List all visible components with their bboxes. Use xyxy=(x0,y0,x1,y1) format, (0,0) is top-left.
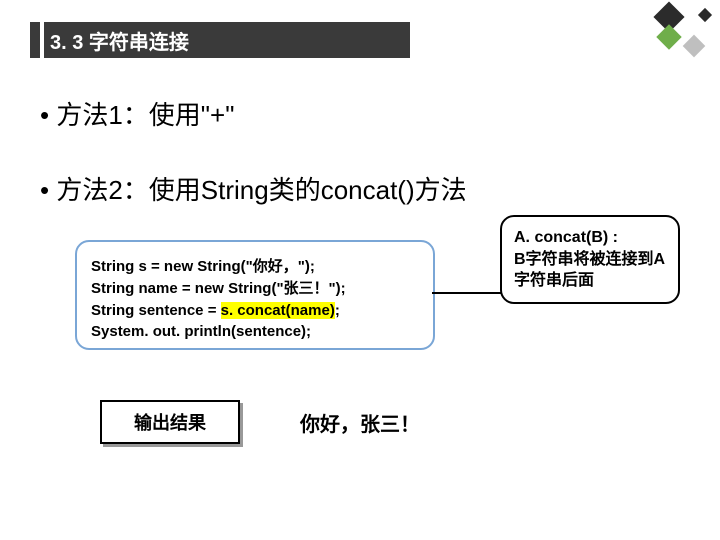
callout-box: A. concat(B) : B字符串将被连接到A 字符串后面 xyxy=(500,215,680,304)
code-line-2: String name = new String("张三！"); xyxy=(91,278,419,300)
header-accent xyxy=(30,22,44,58)
section-title: 3. 3 字符串连接 xyxy=(44,26,189,55)
output-label: 输出结果 xyxy=(134,409,206,435)
callout-line-1: A. concat(B) : xyxy=(514,227,666,249)
callout-line-2: B字符串将被连接到A xyxy=(514,249,666,271)
output-value: 你好，张三！ xyxy=(300,408,420,437)
callout-connector xyxy=(432,292,502,294)
code-example-box: String s = new String("你好，"); String nam… xyxy=(75,240,435,350)
bullet-method-1: • 方法1：使用"+" xyxy=(40,95,234,132)
corner-decoration xyxy=(620,0,720,70)
code-line-4: System. out. println(sentence); xyxy=(91,321,419,343)
callout-line-3: 字符串后面 xyxy=(514,270,666,292)
code-line-1: String s = new String("你好，"); xyxy=(91,256,419,278)
bullet-method-2: • 方法2：使用String类的concat()方法 xyxy=(40,170,467,207)
output-label-box: 输出结果 xyxy=(100,400,240,444)
code-line-3: String sentence = s. concat(name); xyxy=(91,300,419,322)
code-highlight: s. concat(name) xyxy=(221,302,335,319)
section-header: 3. 3 字符串连接 xyxy=(30,22,410,58)
